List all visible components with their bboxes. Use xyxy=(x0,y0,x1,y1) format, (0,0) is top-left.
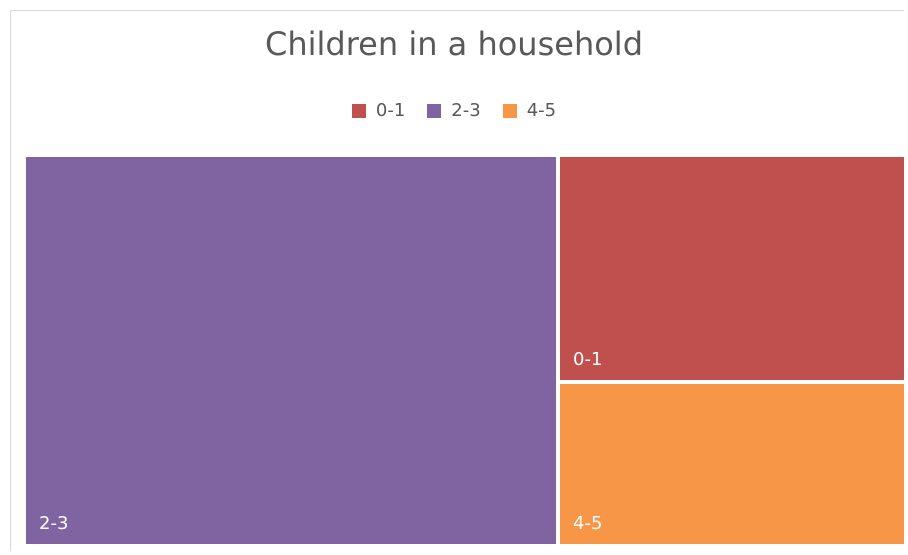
legend-swatch-4-5 xyxy=(502,103,517,118)
legend-swatch-0-1 xyxy=(351,103,366,118)
tile-4-5[interactable]: 4-5 xyxy=(560,384,904,544)
legend-label-2-3: 2-3 xyxy=(451,100,481,121)
tile-label-4-5: 4-5 xyxy=(573,513,603,534)
tile-0-1[interactable]: 0-1 xyxy=(560,157,904,380)
legend: 0-1 2-3 4-5 xyxy=(0,100,908,121)
legend-item-4-5: 4-5 xyxy=(502,100,557,121)
legend-swatch-2-3 xyxy=(427,103,442,118)
tile-label-0-1: 0-1 xyxy=(573,349,603,370)
legend-label-4-5: 4-5 xyxy=(526,100,557,121)
tile-2-3[interactable]: 2-3 xyxy=(26,157,556,544)
legend-item-2-3: 2-3 xyxy=(427,100,481,121)
legend-label-0-1: 0-1 xyxy=(375,100,406,121)
treemap-plot-area: 2-3 0-1 4-5 xyxy=(26,157,904,544)
chart-title: Children in a household xyxy=(265,25,643,63)
legend-item-0-1: 0-1 xyxy=(351,100,406,121)
tile-label-2-3: 2-3 xyxy=(39,513,69,534)
chart-frame xyxy=(10,10,904,551)
